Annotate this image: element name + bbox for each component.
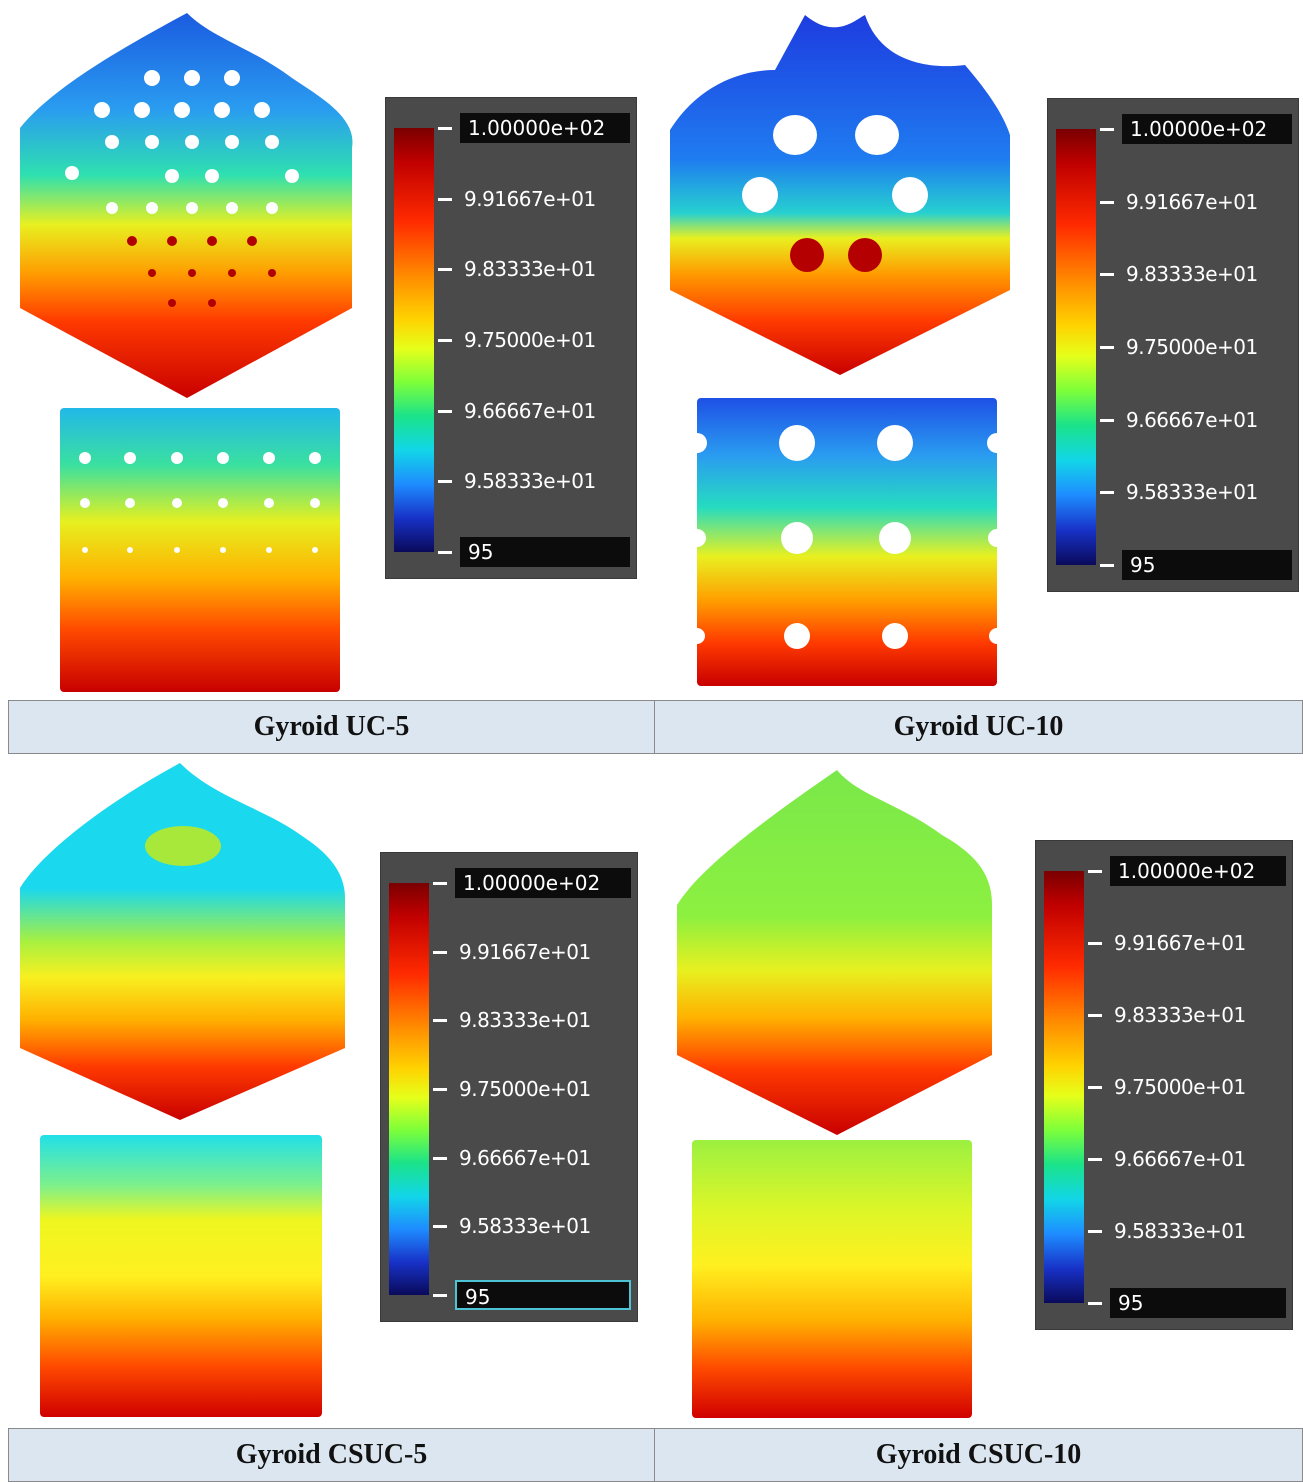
legend-label: 9.91667e+01 xyxy=(1126,189,1258,214)
isometric-view-csuc10 xyxy=(677,770,992,1135)
legend-tick xyxy=(438,127,452,130)
front-view-uc5 xyxy=(60,408,340,692)
legend-min-field[interactable]: 95 xyxy=(455,1280,631,1310)
caption-row-bottom: Gyroid CSUC-5 Gyroid CSUC-10 xyxy=(8,1428,1303,1482)
legend-tick xyxy=(1088,1230,1102,1233)
legend-tick xyxy=(433,1088,447,1091)
legend-tick xyxy=(1100,418,1114,422)
legend-tick xyxy=(438,339,452,342)
color-legend-uc10: 1.00000e+02 9.91667e+01 9.83333e+01 9.75000… xyxy=(1047,98,1299,592)
legend-tick xyxy=(438,409,452,413)
caption-csuc5: Gyroid CSUC-5 xyxy=(235,1439,428,1470)
color-legend-uc5: 1.00000e+02 9.91667e+01 9.83333e+01 9.75000… xyxy=(385,97,637,579)
legend-tick xyxy=(433,950,447,954)
legend-label: 9.66667e+01 xyxy=(464,398,596,423)
legend-min-field[interactable]: 95 xyxy=(1122,550,1292,580)
legend-label: 9.91667e+01 xyxy=(1114,931,1246,955)
legend-tick xyxy=(433,1019,447,1023)
color-bar xyxy=(1044,871,1084,1303)
legend-tick xyxy=(433,882,447,885)
legend-label: 9.91667e+01 xyxy=(459,939,591,964)
isometric-view-csuc5 xyxy=(20,763,345,1120)
color-legend-csuc10: 1.00000e+02 9.91667e+01 9.83333e+01 9.75000… xyxy=(1035,840,1293,1330)
legend-tick xyxy=(1088,870,1102,873)
legend-tick xyxy=(1100,128,1114,131)
caption-uc10: Gyroid UC-10 xyxy=(893,711,1064,742)
legend-tick xyxy=(1100,564,1114,567)
caption-csuc10: Gyroid CSUC-10 xyxy=(875,1439,1082,1470)
legend-tick xyxy=(438,197,452,201)
legend-label: 9.75000e+01 xyxy=(1114,1075,1246,1099)
legend-label: 9.66667e+01 xyxy=(459,1145,591,1170)
legend-tick xyxy=(1100,491,1114,495)
legend-label: 9.75000e+01 xyxy=(459,1077,591,1101)
legend-tick xyxy=(433,1294,447,1297)
front-view-csuc10 xyxy=(692,1140,972,1418)
color-bar xyxy=(1056,129,1096,565)
isometric-view-uc5 xyxy=(20,13,353,398)
legend-label: 9.83333e+01 xyxy=(464,257,596,282)
legend-label: 9.83333e+01 xyxy=(1126,262,1258,287)
legend-tick xyxy=(1088,942,1102,945)
color-bar xyxy=(389,883,429,1295)
caption-divider xyxy=(654,1429,655,1481)
caption-row-top: Gyroid UC-5 Gyroid UC-10 xyxy=(8,700,1303,754)
legend-label: 9.83333e+01 xyxy=(459,1008,591,1033)
legend-max-field[interactable]: 1.00000e+02 xyxy=(455,868,631,898)
legend-tick xyxy=(438,551,452,554)
caption-divider xyxy=(654,701,655,753)
legend-tick xyxy=(1088,1158,1102,1161)
legend-max-field[interactable]: 1.00000e+02 xyxy=(460,113,630,143)
legend-min-field[interactable]: 95 xyxy=(1110,1288,1286,1318)
legend-label: 9.75000e+01 xyxy=(1126,335,1258,359)
legend-label: 9.66667e+01 xyxy=(1114,1147,1246,1171)
legend-tick xyxy=(1088,1086,1102,1089)
legend-label: 9.66667e+01 xyxy=(1126,407,1258,432)
legend-tick xyxy=(438,480,452,484)
legend-tick xyxy=(433,1225,447,1229)
legend-tick xyxy=(1100,273,1114,277)
legend-label: 9.58333e+01 xyxy=(1114,1219,1246,1243)
legend-tick xyxy=(1088,1302,1102,1305)
front-view-uc10 xyxy=(697,398,997,686)
legend-tick xyxy=(1100,346,1114,349)
legend-tick xyxy=(438,268,452,272)
isometric-view-uc10 xyxy=(670,15,1010,375)
legend-label: 9.75000e+01 xyxy=(464,328,596,352)
legend-max-field[interactable]: 1.00000e+02 xyxy=(1122,114,1292,144)
legend-tick xyxy=(1088,1014,1102,1017)
legend-label: 9.58333e+01 xyxy=(1126,480,1258,505)
color-bar xyxy=(394,128,434,552)
front-view-csuc5 xyxy=(40,1135,322,1417)
legend-label: 9.91667e+01 xyxy=(464,186,596,211)
legend-label: 9.58333e+01 xyxy=(464,469,596,494)
legend-label: 9.83333e+01 xyxy=(1114,1003,1246,1027)
legend-min-field[interactable]: 95 xyxy=(460,537,630,567)
caption-uc5: Gyroid UC-5 xyxy=(253,711,410,742)
legend-max-field[interactable]: 1.00000e+02 xyxy=(1110,856,1286,886)
legend-label: 9.58333e+01 xyxy=(459,1214,591,1239)
color-legend-csuc5: 1.00000e+02 9.91667e+01 9.83333e+01 9.75000… xyxy=(380,852,638,1322)
legend-tick xyxy=(433,1156,447,1160)
legend-tick xyxy=(1100,200,1114,204)
